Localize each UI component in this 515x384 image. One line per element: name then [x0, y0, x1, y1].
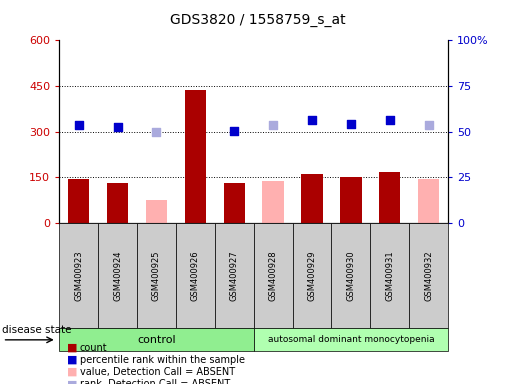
- Bar: [262, 181, 284, 223]
- Point: [75, 122, 83, 129]
- Text: ■: ■: [67, 343, 77, 353]
- Text: GSM400924: GSM400924: [113, 250, 122, 301]
- Bar: [146, 200, 167, 223]
- Text: percentile rank within the sample: percentile rank within the sample: [80, 355, 245, 365]
- Bar: [340, 177, 362, 223]
- Text: autosomal dominant monocytopenia: autosomal dominant monocytopenia: [267, 335, 434, 344]
- Text: GSM400929: GSM400929: [307, 250, 316, 301]
- Point: [113, 124, 122, 130]
- Bar: [224, 183, 245, 223]
- Point: [269, 122, 277, 128]
- Text: GSM400932: GSM400932: [424, 250, 433, 301]
- Text: value, Detection Call = ABSENT: value, Detection Call = ABSENT: [80, 367, 235, 377]
- Bar: [68, 179, 90, 223]
- Point: [347, 121, 355, 127]
- Point: [230, 128, 238, 134]
- Text: GSM400931: GSM400931: [385, 250, 394, 301]
- Text: GDS3820 / 1558759_s_at: GDS3820 / 1558759_s_at: [169, 13, 346, 27]
- Point: [386, 117, 394, 123]
- Bar: [107, 183, 128, 223]
- Text: disease state: disease state: [2, 325, 71, 335]
- Text: ■: ■: [67, 355, 77, 365]
- Bar: [184, 91, 206, 223]
- Text: GSM400927: GSM400927: [230, 250, 238, 301]
- Point: [308, 117, 316, 123]
- Text: GSM400923: GSM400923: [74, 250, 83, 301]
- Point: [424, 122, 433, 128]
- Text: count: count: [80, 343, 108, 353]
- Text: rank, Detection Call = ABSENT: rank, Detection Call = ABSENT: [80, 379, 230, 384]
- Bar: [301, 174, 323, 223]
- Text: ■: ■: [67, 367, 77, 377]
- Bar: [418, 179, 439, 223]
- Point: [152, 129, 161, 135]
- Text: GSM400930: GSM400930: [347, 250, 355, 301]
- Text: GSM400925: GSM400925: [152, 250, 161, 301]
- Text: GSM400928: GSM400928: [269, 250, 278, 301]
- Bar: [379, 172, 401, 223]
- Text: ■: ■: [67, 379, 77, 384]
- Text: control: control: [137, 335, 176, 345]
- Text: GSM400926: GSM400926: [191, 250, 200, 301]
